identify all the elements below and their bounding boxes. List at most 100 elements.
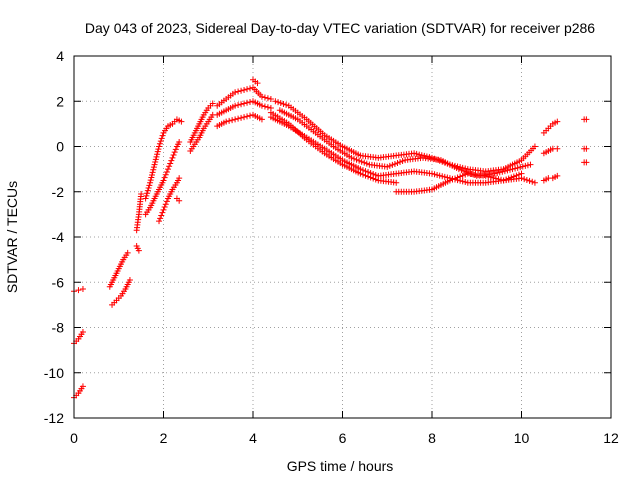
data-point (459, 172, 466, 179)
data-point (241, 86, 248, 93)
data-point (235, 115, 242, 122)
data-point (351, 155, 358, 162)
data-point (247, 112, 254, 119)
data-point (462, 171, 469, 178)
data-point (485, 173, 492, 180)
data-point (436, 172, 443, 179)
series-arc-h (142, 116, 185, 202)
data-point (389, 161, 396, 168)
data-point (247, 99, 254, 106)
data-point (362, 172, 369, 179)
data-point (149, 169, 156, 176)
data-point (264, 95, 271, 102)
data-point (159, 132, 166, 139)
data-point (147, 179, 154, 186)
data-point (272, 98, 279, 105)
series-arc-d (106, 249, 131, 290)
data-point (264, 104, 271, 111)
data-point (153, 153, 160, 160)
series-arc-x (540, 145, 561, 157)
data-point (391, 160, 398, 167)
data-point (429, 154, 435, 161)
data-point (363, 160, 370, 167)
y-tick-label: -8 (52, 320, 65, 336)
data-point (359, 171, 366, 178)
data-point (223, 118, 230, 125)
series-arc-v (393, 170, 538, 195)
data-point (156, 143, 163, 150)
data-point (158, 135, 165, 142)
data-point (494, 170, 501, 177)
data-point (365, 173, 372, 180)
data-point (459, 178, 466, 185)
y-axis-label: SDTVAR / TECUs (4, 181, 20, 293)
data-point (491, 170, 498, 177)
data-point (151, 161, 158, 168)
data-point (176, 138, 183, 145)
data-point (144, 187, 151, 194)
data-point (143, 192, 150, 199)
data-point (244, 113, 251, 120)
series-arc-i (142, 138, 183, 218)
data-point (357, 170, 364, 177)
data-point (519, 163, 526, 170)
data-point (554, 145, 561, 152)
data-point (429, 170, 435, 177)
data-point (145, 184, 152, 191)
x-tick-label: 2 (160, 430, 168, 446)
data-point (157, 138, 164, 145)
data-point (150, 164, 157, 171)
data-point (176, 197, 183, 204)
data-point (267, 95, 274, 102)
series-arc-y (540, 172, 561, 184)
x-tick-label: 6 (339, 430, 347, 446)
data-point (235, 102, 242, 109)
data-point (235, 88, 242, 95)
series-arc-b (71, 329, 86, 347)
data-point (226, 117, 233, 124)
data-point (155, 146, 162, 153)
data-point (247, 85, 254, 92)
series-arc-r (272, 98, 538, 175)
plot-frame (73, 55, 612, 419)
data-point (238, 87, 245, 94)
data-point (168, 157, 175, 164)
data-point (75, 287, 82, 294)
data-point (583, 116, 590, 123)
axis-ticks: 0 2 4 6 8 10 12 -12 -10 -8 -6 -4 -2 0 2 4 (44, 48, 619, 446)
data-point (504, 167, 511, 174)
data-point (244, 99, 251, 106)
data-point (531, 179, 538, 186)
data-points (71, 76, 590, 401)
data-point (154, 148, 161, 155)
data-point (393, 179, 400, 186)
data-point (527, 161, 534, 168)
data-point (529, 178, 536, 185)
data-point (142, 195, 149, 202)
data-point (384, 163, 391, 170)
data-point (506, 166, 513, 173)
data-point (170, 151, 177, 158)
data-point (229, 117, 236, 124)
data-point (172, 146, 179, 153)
y-tick-label: 0 (56, 139, 64, 155)
data-point (394, 159, 401, 166)
series-arc-p (214, 111, 265, 130)
data-point (413, 150, 420, 157)
data-point (518, 175, 525, 182)
series-arc-o (214, 98, 274, 118)
data-point (454, 174, 461, 181)
data-point (514, 164, 521, 171)
data-point (397, 159, 404, 166)
data-point (158, 212, 165, 219)
data-point (462, 179, 469, 186)
data-point (554, 172, 561, 179)
data-point (495, 176, 502, 183)
series-arc-k (173, 195, 183, 204)
data-point (79, 286, 86, 293)
data-point (462, 165, 469, 172)
data-point (275, 99, 282, 106)
data-point (144, 190, 151, 197)
data-point (138, 191, 145, 198)
data-point (449, 176, 456, 183)
